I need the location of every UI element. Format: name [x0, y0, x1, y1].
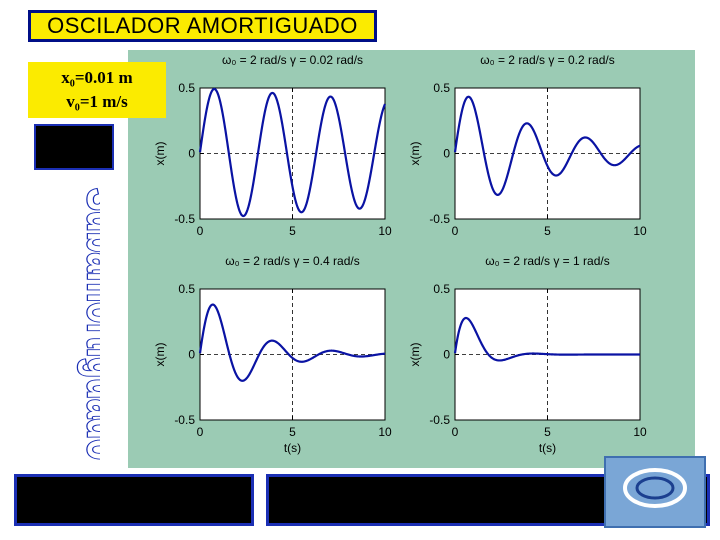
x0-label: x₀=0.01 m: [61, 68, 133, 87]
vertical-word-graphic: Subamortiguado: [76, 187, 100, 462]
bottom-left-bar: [14, 474, 254, 526]
black-box: [34, 124, 114, 170]
logo-image: [604, 456, 706, 528]
slide-title: OSCILADOR AMORTIGUADO: [47, 13, 358, 38]
slide-title-box: OSCILADOR AMORTIGUADO: [28, 10, 377, 42]
vertical-word-text: Subamortiguado: [77, 188, 100, 460]
v0-label: v₀=1 m/s: [66, 92, 128, 111]
plots-panel: [128, 50, 695, 468]
logo-swirl-icon: [623, 468, 687, 508]
initial-conditions-box: x₀=0.01 m v₀=1 m/s: [28, 62, 166, 118]
